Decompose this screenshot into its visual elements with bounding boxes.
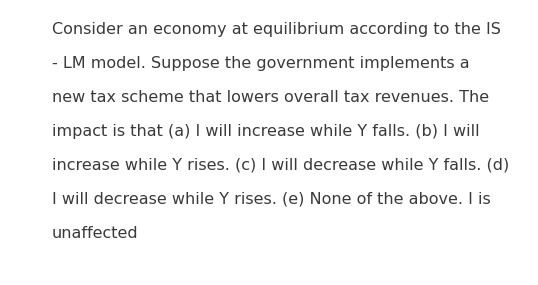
Text: new tax scheme that lowers overall tax revenues. The: new tax scheme that lowers overall tax r… <box>52 90 489 105</box>
Text: I will decrease while Y rises. (e) None of the above. I is: I will decrease while Y rises. (e) None … <box>52 192 491 207</box>
Text: unaffected: unaffected <box>52 226 139 241</box>
Text: Consider an economy at equilibrium according to the IS: Consider an economy at equilibrium accor… <box>52 22 501 37</box>
Text: impact is that (a) I will increase while Y falls. (b) I will: impact is that (a) I will increase while… <box>52 124 479 139</box>
Text: increase while Y rises. (c) I will decrease while Y falls. (d): increase while Y rises. (c) I will decre… <box>52 158 509 173</box>
Text: - LM model. Suppose the government implements a: - LM model. Suppose the government imple… <box>52 56 470 71</box>
